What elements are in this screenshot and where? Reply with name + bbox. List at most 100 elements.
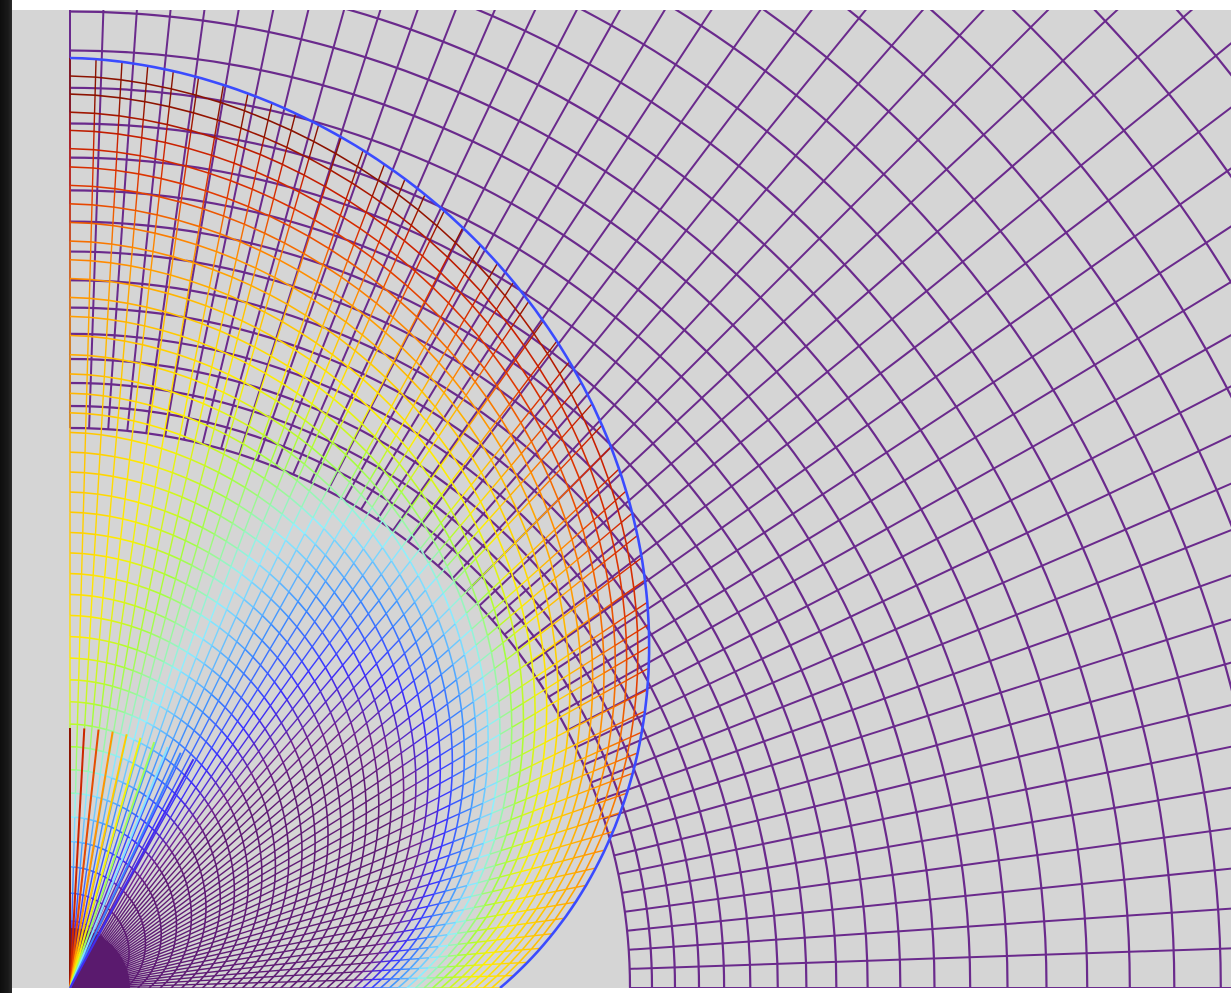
- inner-radial-segment: [382, 970, 391, 971]
- inner-radial-segment: [87, 375, 88, 394]
- inner-arc-segment: [217, 871, 218, 877]
- inner-radial-segment: [76, 747, 77, 770]
- inner-arc-segment: [89, 819, 94, 820]
- inner-arc-segment: [70, 452, 85, 453]
- inner-arc-segment: [365, 824, 366, 835]
- inner-radial-segment: [192, 977, 203, 978]
- inner-radial-segment: [93, 150, 94, 168]
- inner-arc-segment: [365, 791, 366, 802]
- inner-radial-segment: [77, 702, 78, 724]
- inner-arc-segment: [78, 702, 86, 703]
- inner-radial-segment: [371, 962, 381, 963]
- inner-arc-segment: [79, 680, 88, 681]
- inner-arc-segment: [327, 845, 328, 855]
- inner-radial-segment: [300, 968, 310, 969]
- inner-arc-segment: [403, 804, 404, 816]
- inner-arc-segment: [378, 782, 379, 794]
- inner-radial-segment: [522, 949, 531, 950]
- inner-radial-segment: [304, 974, 314, 975]
- inner-arc-segment: [287, 834, 288, 842]
- inner-arc-segment: [70, 553, 82, 554]
- inner-radial-segment: [237, 973, 248, 974]
- inner-radial-segment: [476, 953, 485, 954]
- inner-radial-segment: [419, 958, 429, 959]
- inner-arc-segment: [313, 815, 314, 824]
- inner-arc-segment: [327, 816, 328, 826]
- inner-radial-segment: [82, 554, 83, 575]
- inner-radial-segment: [88, 336, 89, 355]
- inner-radial-segment: [495, 951, 504, 952]
- inner-radial-segment: [169, 979, 181, 980]
- inner-radial-segment: [80, 616, 81, 637]
- inner-arc-segment: [403, 766, 404, 779]
- inner-arc-segment: [378, 817, 379, 829]
- inner-arc-segment: [451, 733, 452, 748]
- inner-radial-segment: [200, 980, 211, 981]
- inner-arc-segment: [82, 771, 88, 772]
- inner-arc-segment: [340, 808, 341, 818]
- inner-radial-segment: [264, 977, 274, 978]
- inner-radial-segment: [474, 965, 483, 966]
- left-margin: [12, 10, 70, 993]
- inner-radial-segment: [92, 168, 93, 186]
- inner-radial-segment: [438, 956, 447, 957]
- inner-arc-segment: [70, 185, 92, 186]
- inner-arc-segment: [81, 595, 92, 596]
- inner-arc-segment: [288, 867, 289, 875]
- inner-arc-segment: [300, 869, 301, 878]
- inner-radial-segment: [91, 223, 92, 242]
- inner-arc-segment: [70, 574, 82, 575]
- inner-radial-segment: [142, 983, 154, 984]
- inner-radial-segment: [180, 978, 192, 979]
- plot-area: [12, 10, 1231, 993]
- inner-radial-segment: [73, 867, 74, 893]
- inner-radial-segment: [351, 963, 361, 964]
- inner-radial-segment: [294, 975, 304, 976]
- inner-radial-segment: [429, 957, 439, 958]
- inner-arc-segment: [70, 532, 83, 533]
- inner-arc-segment: [70, 112, 95, 113]
- inner-radial-segment: [253, 977, 263, 978]
- inner-arc-segment: [510, 694, 511, 711]
- inner-arc-segment: [463, 770, 464, 785]
- inner-arc-segment: [80, 637, 90, 638]
- inner-radial-segment: [130, 984, 142, 985]
- inner-radial-segment: [321, 966, 331, 967]
- inner-radial-segment: [215, 975, 226, 976]
- inner-radial-segment: [72, 893, 73, 921]
- inner-radial-segment: [437, 967, 446, 968]
- inner-radial-segment: [81, 574, 82, 595]
- mesh-canvas: [12, 10, 1231, 993]
- inner-arc-segment: [70, 241, 91, 242]
- inner-arc-segment: [427, 749, 428, 763]
- inner-radial-segment: [84, 453, 85, 473]
- inner-arc-segment: [70, 260, 90, 261]
- inner-radial-segment: [447, 966, 456, 967]
- inner-arc-segment: [70, 472, 84, 473]
- inner-radial-segment: [465, 965, 474, 966]
- inner-radial-segment: [457, 955, 466, 956]
- inner-radial-segment: [258, 971, 269, 972]
- inner-arc-segment: [70, 393, 87, 394]
- inner-radial-segment: [94, 113, 95, 131]
- inner-arc-segment: [70, 94, 95, 95]
- inner-arc-segment: [80, 616, 90, 617]
- inner-radial-segment: [92, 186, 93, 204]
- inner-arc-segment: [339, 848, 340, 858]
- inner-arc-segment: [218, 876, 219, 882]
- inner-arc-segment: [339, 797, 340, 807]
- inner-arc-segment: [534, 731, 535, 748]
- inner-arc-segment: [340, 838, 341, 848]
- inner-arc-segment: [545, 670, 546, 688]
- inner-radial-segment: [483, 964, 492, 965]
- inner-radial-segment: [363, 971, 373, 972]
- inner-radial-segment: [87, 355, 88, 374]
- inner-arc-segment: [487, 757, 488, 773]
- inner-radial-segment: [204, 976, 215, 977]
- inner-radial-segment: [343, 972, 353, 973]
- inner-arc-segment: [353, 799, 354, 810]
- inner-arc-segment: [85, 725, 92, 726]
- inner-arc-segment: [427, 790, 428, 803]
- inner-radial-segment: [73, 842, 74, 867]
- inner-radial-segment: [448, 955, 457, 956]
